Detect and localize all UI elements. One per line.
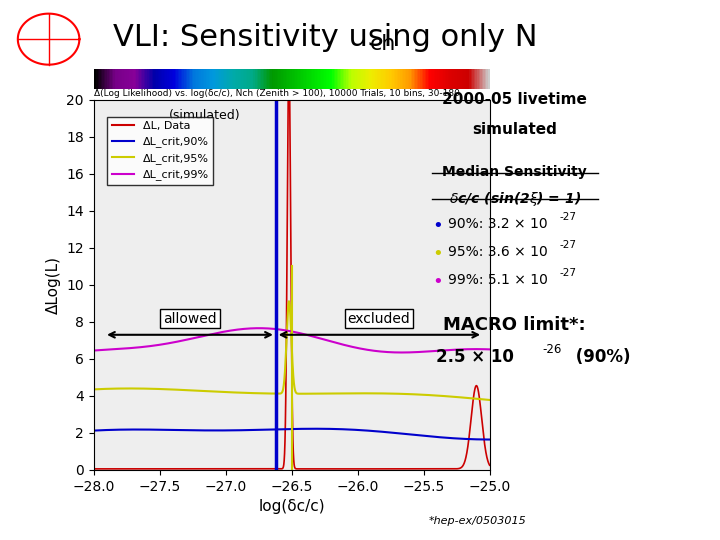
Text: VLI: Sensitivity using only N: VLI: Sensitivity using only N <box>114 23 538 52</box>
Text: -27: -27 <box>559 268 577 278</box>
Text: ch: ch <box>369 34 396 55</box>
ΔL_crit,99% <box>397 349 406 356</box>
ΔL_crit,90% <box>89 427 98 434</box>
ΔL_crit,90% <box>282 426 290 433</box>
ΔL_crit,90% <box>485 436 494 443</box>
ΔL_crit,95% <box>485 397 494 403</box>
ΔL_crit,95% <box>401 391 410 397</box>
ΔL_crit,95% <box>282 345 290 351</box>
Text: 90%: 3.2 × 10: 90%: 3.2 × 10 <box>448 217 547 231</box>
Text: 2000-05 livetime: 2000-05 livetime <box>442 92 588 107</box>
ΔL_crit,95% <box>271 390 280 397</box>
Text: •: • <box>432 217 443 235</box>
Text: -26: -26 <box>542 343 562 356</box>
ΔL_crit,90% <box>311 426 320 432</box>
Text: -27: -27 <box>559 212 577 222</box>
ΔL_crit,99% <box>271 326 280 332</box>
ΔL_crit,99% <box>282 327 291 334</box>
ΔL_crit,95% <box>89 386 98 393</box>
ΔL_crit,99% <box>474 346 482 353</box>
Text: *hep-ex/0503015: *hep-ex/0503015 <box>428 516 526 526</box>
ΔL_crit,99% <box>109 346 118 353</box>
ΔL_crit,90% <box>474 436 482 443</box>
Line: ΔL_crit,95%: ΔL_crit,95% <box>94 301 490 400</box>
ΔL_crit,95% <box>284 298 293 305</box>
Text: 2.5 × 10: 2.5 × 10 <box>436 348 513 366</box>
X-axis label: log(δc/c): log(δc/c) <box>258 499 325 514</box>
ΔL_crit,95% <box>474 396 482 402</box>
Line: ΔL_crit,99%: ΔL_crit,99% <box>94 328 490 353</box>
Text: 99%: 5.1 × 10: 99%: 5.1 × 10 <box>448 273 548 287</box>
ΔL, Data <box>109 465 118 472</box>
Text: •: • <box>432 273 443 291</box>
Text: (90%): (90%) <box>570 348 630 366</box>
ΔL_crit,95% <box>474 396 482 402</box>
Text: excluded: excluded <box>347 312 410 326</box>
ΔL, Data <box>474 388 482 394</box>
ΔL, Data <box>474 387 482 393</box>
ΔL_crit,90% <box>109 427 118 433</box>
ΔL, Data <box>485 462 494 469</box>
ΔL, Data <box>284 59 293 65</box>
ΔL, Data <box>271 465 280 472</box>
Text: MACRO limit*:: MACRO limit*: <box>444 316 586 334</box>
ΔL_crit,99% <box>89 347 98 354</box>
Text: Median Sensitivity: Median Sensitivity <box>442 165 588 179</box>
ΔL_crit,99% <box>255 325 264 332</box>
ΔL_crit,95% <box>109 386 118 392</box>
ΔL_crit,99% <box>485 346 494 353</box>
Y-axis label: ΔLog(L): ΔLog(L) <box>45 256 60 314</box>
Text: Δ(Log Likelihood) vs. log(δc/c), Nch (Zenith > 100), 10000 Trials, 10 bins, 30-1: Δ(Log Likelihood) vs. log(δc/c), Nch (Ze… <box>94 89 459 98</box>
ΔL_crit,90% <box>401 431 410 437</box>
Line: ΔL_crit,90%: ΔL_crit,90% <box>94 429 490 440</box>
ΔL, Data <box>282 359 290 366</box>
Text: simulated: simulated <box>472 122 557 137</box>
Legend: ΔL, Data, ΔL_crit,90%, ΔL_crit,95%, ΔL_crit,99%: ΔL, Data, ΔL_crit,90%, ΔL_crit,95%, ΔL_c… <box>107 117 213 185</box>
Text: $\delta$c/c (sin(2$\xi$) = 1): $\delta$c/c (sin(2$\xi$) = 1) <box>449 190 581 208</box>
Text: -27: -27 <box>559 240 577 250</box>
Text: allowed: allowed <box>163 312 217 326</box>
Text: •: • <box>432 245 443 263</box>
Text: 95%: 3.6 × 10: 95%: 3.6 × 10 <box>448 245 548 259</box>
ΔL, Data <box>89 465 98 472</box>
Text: (simulated): (simulated) <box>168 109 240 122</box>
ΔL_crit,99% <box>402 349 410 356</box>
ΔL_crit,90% <box>271 426 280 433</box>
ΔL_crit,99% <box>474 346 483 353</box>
ΔL, Data <box>401 465 410 472</box>
Line: ΔL, Data: ΔL, Data <box>94 62 490 469</box>
ΔL_crit,90% <box>474 436 482 443</box>
